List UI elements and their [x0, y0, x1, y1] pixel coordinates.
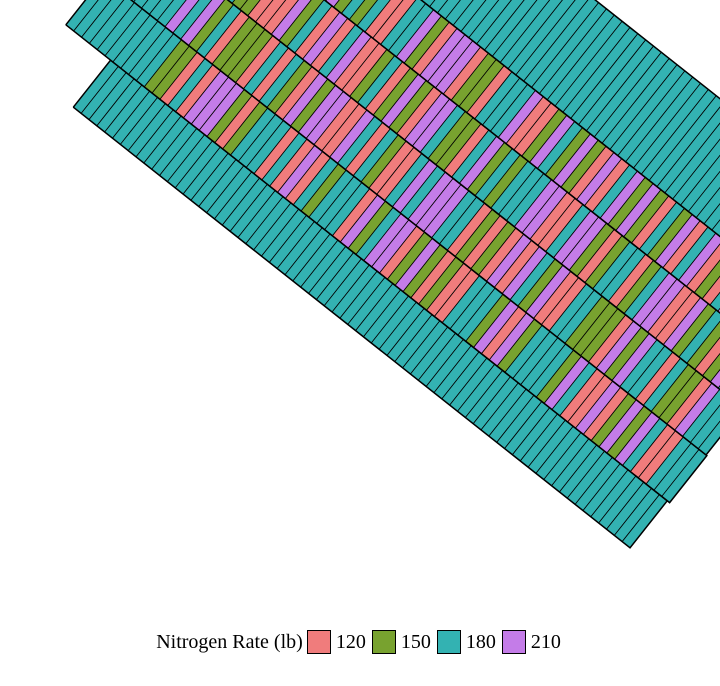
legend-label: 210 — [531, 631, 561, 654]
legend-label: 150 — [401, 631, 431, 654]
legend-swatch — [502, 630, 526, 654]
legend-label: 120 — [336, 631, 366, 654]
legend: Nitrogen Rate (lb) 120 150 180 210 — [0, 630, 720, 654]
field-plot-map — [0, 0, 720, 620]
legend-swatch — [307, 630, 331, 654]
legend-swatch — [372, 630, 396, 654]
legend-swatch — [437, 630, 461, 654]
legend-label: 180 — [466, 631, 496, 654]
legend-title: Nitrogen Rate (lb) — [156, 631, 303, 654]
